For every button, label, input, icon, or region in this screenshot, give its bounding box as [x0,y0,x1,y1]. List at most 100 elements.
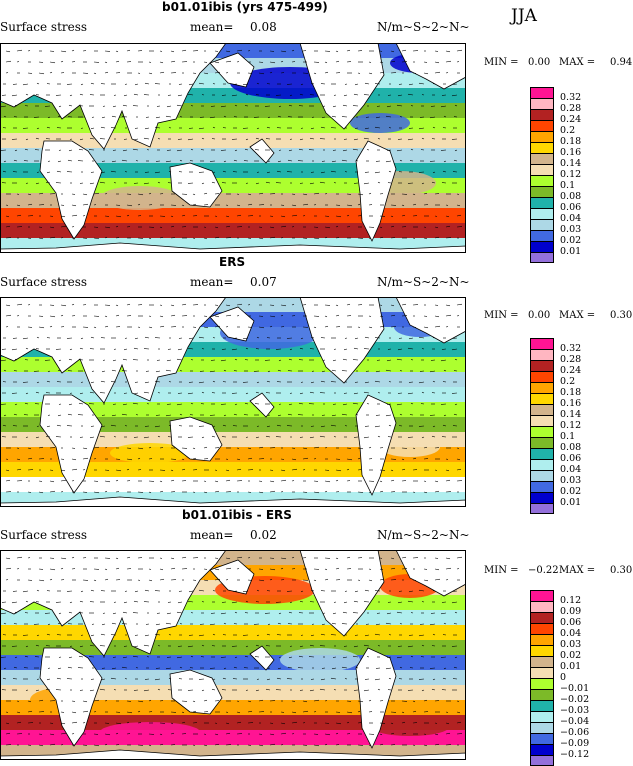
max-label: MAX = [559,310,595,321]
contour-patch [100,722,200,742]
colorbar-swatch [530,755,554,766]
colorbar-bin: 0.28 [530,349,596,360]
colorbar-swatch [530,678,554,689]
map-canvas [0,550,466,760]
colorbar-bin: −0.02 [530,689,596,700]
colorbar-swatch [530,733,554,744]
colorbar-bin: 0.03 [530,219,596,230]
colorbar-bin: −0.06 [530,722,596,733]
colorbar-bin: 0.06 [530,612,596,623]
colorbar-bin: 0.2 [530,120,596,131]
colorbar-swatch [530,448,554,459]
min-value: 0.00 [528,57,550,68]
colorbar-swatch [530,492,554,503]
colorbar-swatch [530,360,554,371]
colorbar-bin: −0.04 [530,711,596,722]
colorbar-swatch [530,349,554,360]
max-value: 0.30 [610,310,632,321]
colorbar-swatch [530,634,554,645]
season-label: JJA [511,6,537,26]
mean-label: mean= [190,528,233,542]
colorbar-swatch [530,393,554,404]
colorbar-bin: 0.12 [530,415,596,426]
field-label: Surface stress [0,275,87,289]
colorbar-bin: 0.06 [530,448,596,459]
min-label: MIN = [484,565,519,576]
colorbar-swatch [530,645,554,656]
colorbar-swatch [530,98,554,109]
colorbar-bin: −0.09 [530,733,596,744]
colorbar-bin: 0.14 [530,404,596,415]
colorbar-bin: 0.1 [530,175,596,186]
colorbar-bin: 0.04 [530,623,596,634]
colorbar-swatch [530,481,554,492]
colorbar-swatch [530,689,554,700]
colorbar-bin: 0.18 [530,131,596,142]
colorbar-bin: 0.12 [530,164,596,175]
max-label: MAX = [559,57,595,68]
min-label: MIN = [484,57,519,68]
colorbar-bin [530,252,596,263]
colorbar-bin: 0.01 [530,656,596,667]
colorbar-bin: 0.32 [530,87,596,98]
colorbar-bin: 0.04 [530,208,596,219]
colorbar-swatch [530,404,554,415]
colorbar-swatch [530,338,554,349]
colorbar-bin: 0.24 [530,109,596,120]
colorbar-swatch [530,241,554,252]
units-label: N/m~S~2~N~ [377,275,470,289]
min-value: 0.00 [528,310,550,321]
colorbar-bin: −0.01 [530,678,596,689]
colorbar-swatch [530,623,554,634]
colorbar-bin: −0.03 [530,700,596,711]
colorbar-swatch [530,230,554,241]
stress-map [0,43,466,253]
colorbar-bin: 0.09 [530,601,596,612]
colorbar-bin: 0.1 [530,426,596,437]
panel-title: b01.01ibis - ERS [182,508,292,522]
colorbar-swatch [530,744,554,755]
colorbar-swatch [530,700,554,711]
colorbar-bin: 0.12 [530,590,596,601]
colorbar-swatch [530,186,554,197]
colorbar-bin: 0.06 [530,197,596,208]
colorbar-swatch [530,208,554,219]
contour-band [0,625,466,641]
mean-value: 0.02 [250,528,277,542]
colorbar-swatch [530,612,554,623]
colorbar-swatch [530,142,554,153]
colorbar-bin: 0.24 [530,360,596,371]
contour-patch [280,648,360,672]
colorbar-bin: 0.08 [530,186,596,197]
colorbar-swatch [530,470,554,481]
contour-patch [100,186,180,210]
stress-map [0,550,466,760]
colorbar-swatch [530,503,554,514]
contour-patch [350,113,410,133]
colorbar-swatch [530,722,554,733]
colorbar-bin: 0.08 [530,437,596,448]
colorbar-bin: 0.32 [530,338,596,349]
colorbar-bin: 0.2 [530,371,596,382]
colorbar-bin: 0.14 [530,153,596,164]
colorbar-bin: 0.04 [530,459,596,470]
colorbar-bin [530,755,596,766]
colorbar-swatch [530,711,554,722]
colorbar-swatch [530,601,554,612]
mean-label: mean= [190,20,233,34]
max-value: 0.94 [610,57,632,68]
colorbar-swatch [530,219,554,230]
colorbar-bin: 0.02 [530,645,596,656]
colorbar-swatch [530,109,554,120]
colorbar-swatch [530,459,554,470]
colorbar-bin: 0.02 [530,481,596,492]
colorbar-swatch [530,120,554,131]
colorbar-swatch [530,656,554,667]
max-value: 0.30 [610,565,632,576]
panel-title: b01.01ibis (yrs 475-499) [162,0,328,14]
colorbar-swatch [530,590,554,601]
max-label: MAX = [559,565,595,576]
colorbar-bin: 0.01 [530,492,596,503]
